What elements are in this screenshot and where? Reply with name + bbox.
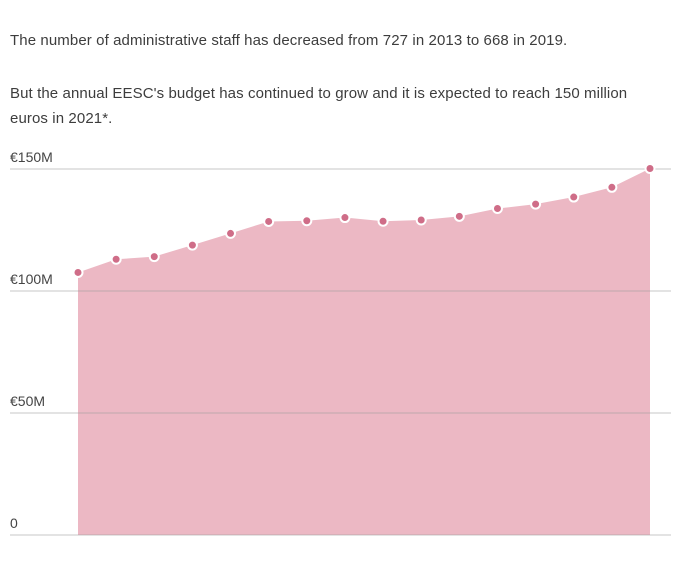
intro-text-block: The number of administrative staff has d… xyxy=(10,28,650,131)
data-point-dot-2006[interactable] xyxy=(72,266,84,278)
y-axis-tick-label: €150M xyxy=(10,149,53,165)
data-point-dot-2015[interactable] xyxy=(415,214,427,226)
data-point-dot-2016[interactable] xyxy=(453,210,465,222)
y-axis-tick-label: €50M xyxy=(10,393,45,409)
budget-area-fill xyxy=(78,168,650,535)
data-point-dot-2013[interactable] xyxy=(339,212,351,224)
data-point-dot-2014[interactable] xyxy=(377,215,389,227)
data-point-dot-2021[interactable] xyxy=(644,163,656,175)
data-point-dot-2010[interactable] xyxy=(225,227,237,239)
data-point-dot-2007[interactable] xyxy=(110,253,122,265)
y-axis-tick-label: 0 xyxy=(10,515,18,531)
data-point-dot-2017[interactable] xyxy=(491,203,503,215)
y-axis-tick-label: €100M xyxy=(10,271,53,287)
data-point-dot-2011[interactable] xyxy=(263,215,275,227)
intro-paragraph-staff: The number of administrative staff has d… xyxy=(10,32,568,49)
data-point-dot-2009[interactable] xyxy=(186,239,198,251)
data-point-dot-2019[interactable] xyxy=(568,191,580,203)
intro-paragraph-budget: But the annual EESC's budget has continu… xyxy=(10,85,628,127)
data-point-dot-2020[interactable] xyxy=(606,181,618,193)
data-point-dot-2008[interactable] xyxy=(148,251,160,263)
data-point-dot-2018[interactable] xyxy=(530,198,542,210)
data-point-dot-2012[interactable] xyxy=(301,215,313,227)
